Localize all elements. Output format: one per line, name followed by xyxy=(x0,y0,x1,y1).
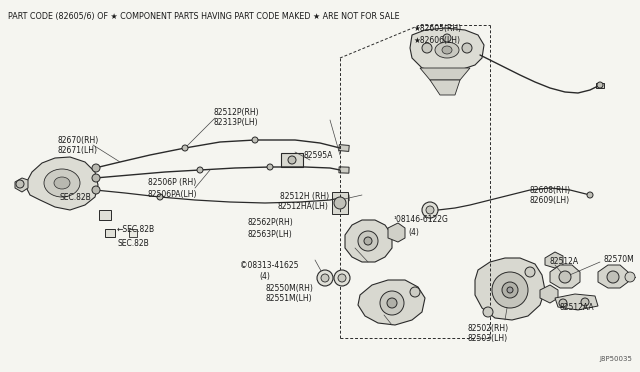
Text: 82313P(LH): 82313P(LH) xyxy=(213,119,258,128)
Text: ★82606(LH): ★82606(LH) xyxy=(413,35,460,45)
Text: ←SEC.82B: ←SEC.82B xyxy=(117,225,155,234)
Text: 82503(LH): 82503(LH) xyxy=(467,334,507,343)
Text: 82609(LH): 82609(LH) xyxy=(530,196,570,205)
Polygon shape xyxy=(388,223,405,242)
Circle shape xyxy=(492,272,528,308)
Circle shape xyxy=(182,145,188,151)
Polygon shape xyxy=(598,265,628,288)
Circle shape xyxy=(607,271,619,283)
Circle shape xyxy=(338,274,346,282)
Bar xyxy=(339,145,349,151)
Ellipse shape xyxy=(44,169,80,197)
Circle shape xyxy=(380,291,404,315)
Text: 82562P(RH): 82562P(RH) xyxy=(248,218,294,228)
Bar xyxy=(99,210,111,220)
Circle shape xyxy=(92,186,100,194)
Text: (4): (4) xyxy=(408,228,419,237)
Text: 82595A: 82595A xyxy=(303,151,332,160)
Circle shape xyxy=(252,137,258,143)
Text: 82506PA(LH): 82506PA(LH) xyxy=(148,189,198,199)
Bar xyxy=(281,153,303,167)
Circle shape xyxy=(364,237,372,245)
Circle shape xyxy=(587,192,593,198)
Circle shape xyxy=(483,307,493,317)
Text: PART CODE (82605/6) OF ★ COMPONENT PARTS HAVING PART CODE MAKED ★ ARE NOT FOR SA: PART CODE (82605/6) OF ★ COMPONENT PARTS… xyxy=(8,12,399,21)
Polygon shape xyxy=(540,285,558,303)
Circle shape xyxy=(581,298,589,306)
Circle shape xyxy=(507,287,513,293)
Text: 82502(RH): 82502(RH) xyxy=(467,324,508,333)
Bar xyxy=(129,229,137,237)
Ellipse shape xyxy=(435,42,459,58)
Circle shape xyxy=(317,270,333,286)
Circle shape xyxy=(559,271,571,283)
Text: 82512HA(LH): 82512HA(LH) xyxy=(278,202,329,212)
Circle shape xyxy=(525,267,535,277)
Text: ©08313-41625: ©08313-41625 xyxy=(240,260,298,269)
Text: 82512A: 82512A xyxy=(549,257,578,266)
Bar xyxy=(105,229,115,237)
Circle shape xyxy=(422,202,438,218)
Text: 82563P(LH): 82563P(LH) xyxy=(248,230,292,238)
Text: SEC.82B: SEC.82B xyxy=(60,192,92,202)
Bar xyxy=(339,167,349,173)
Circle shape xyxy=(157,194,163,200)
Polygon shape xyxy=(410,28,484,72)
Circle shape xyxy=(288,156,296,164)
Circle shape xyxy=(387,298,397,308)
Text: ¹08146-6122G: ¹08146-6122G xyxy=(393,215,448,224)
Polygon shape xyxy=(545,252,563,268)
Text: 82512P(RH): 82512P(RH) xyxy=(213,108,259,116)
Circle shape xyxy=(502,282,518,298)
Text: 82671(LH): 82671(LH) xyxy=(57,147,97,155)
Text: 82608(RH): 82608(RH) xyxy=(530,186,571,195)
Polygon shape xyxy=(550,265,580,288)
Circle shape xyxy=(462,43,472,53)
Circle shape xyxy=(197,167,203,173)
Circle shape xyxy=(92,174,100,182)
Circle shape xyxy=(92,164,100,172)
Circle shape xyxy=(321,274,329,282)
Polygon shape xyxy=(15,178,28,192)
Ellipse shape xyxy=(442,46,452,54)
Polygon shape xyxy=(345,220,392,262)
Bar xyxy=(339,195,349,201)
Circle shape xyxy=(358,231,378,251)
Bar xyxy=(332,192,348,214)
Circle shape xyxy=(267,164,273,170)
Circle shape xyxy=(597,82,603,88)
Text: 82670(RH): 82670(RH) xyxy=(57,135,99,144)
Bar xyxy=(596,83,604,87)
Text: 82512H (RH): 82512H (RH) xyxy=(280,192,329,201)
Polygon shape xyxy=(358,280,425,325)
Text: 82550M(RH): 82550M(RH) xyxy=(266,283,314,292)
Circle shape xyxy=(422,43,432,53)
Text: 82551M(LH): 82551M(LH) xyxy=(266,295,312,304)
Text: SEC.82B: SEC.82B xyxy=(118,238,150,247)
Circle shape xyxy=(426,206,434,214)
Text: 82512AA: 82512AA xyxy=(560,304,595,312)
Polygon shape xyxy=(475,258,545,320)
Text: (4): (4) xyxy=(259,273,270,282)
Circle shape xyxy=(334,197,346,209)
Circle shape xyxy=(625,272,635,282)
Circle shape xyxy=(443,34,451,42)
Text: 82570M: 82570M xyxy=(603,254,634,263)
Polygon shape xyxy=(420,68,470,80)
Text: ★82605(RH): ★82605(RH) xyxy=(413,23,461,32)
Polygon shape xyxy=(25,157,98,210)
Text: J8P50035: J8P50035 xyxy=(599,356,632,362)
Text: 82506P (RH): 82506P (RH) xyxy=(148,179,196,187)
Polygon shape xyxy=(430,80,460,95)
Circle shape xyxy=(16,180,24,188)
Circle shape xyxy=(410,287,420,297)
Ellipse shape xyxy=(54,177,70,189)
Polygon shape xyxy=(555,294,598,310)
Circle shape xyxy=(334,270,350,286)
Circle shape xyxy=(559,299,567,307)
